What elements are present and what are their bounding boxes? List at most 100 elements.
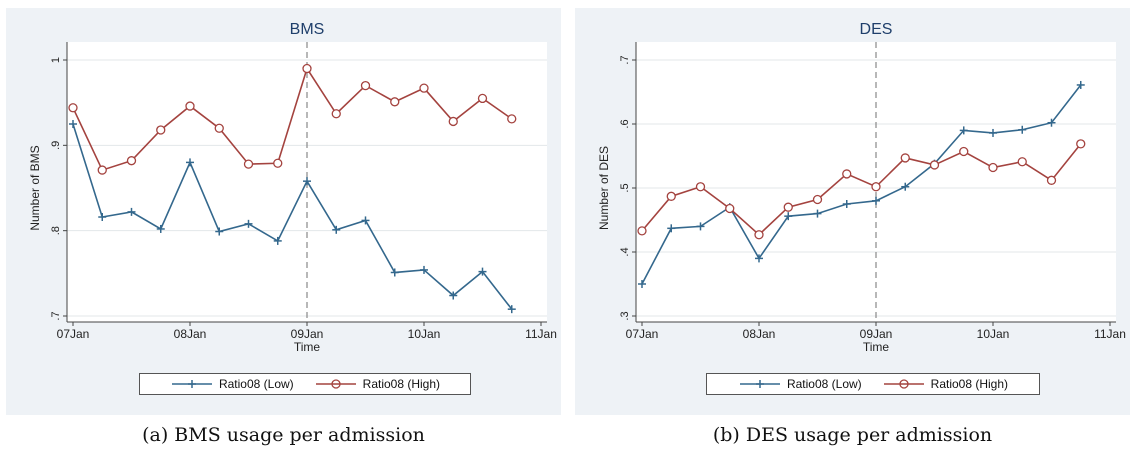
data-point-plus [449, 291, 458, 300]
legend-label-high: Ratio08 (High) [930, 377, 1009, 391]
data-point-plus [1018, 125, 1027, 134]
x-tick-label: 08Jan [174, 327, 207, 341]
data-point-circle [1017, 157, 1027, 167]
chart-panel-bms: .7 .8 .9 1 07Jan 08Jan 09Jan 10Jan 11Jan Time Numb… [6, 8, 561, 415]
data-point-circle [68, 103, 78, 113]
data-point-plus [696, 222, 705, 231]
data-point-plus [872, 196, 880, 205]
legend-label-low: Ratio08 (Low) [218, 377, 294, 391]
data-point-circle [126, 156, 137, 166]
data-point-circle [214, 123, 224, 133]
series-line-1 [72, 66, 513, 172]
data-point-circle [1046, 175, 1057, 185]
data-point-plus [156, 224, 165, 233]
legend-swatch-plus-icon [171, 380, 212, 388]
data-point-plus [813, 209, 822, 218]
data-point-circle [185, 101, 195, 111]
data-point-circle [929, 160, 940, 170]
data-point-circle [419, 83, 429, 93]
data-point-circle [302, 63, 312, 74]
data-point-plus [420, 265, 428, 274]
data-point-plus [959, 126, 968, 135]
data-point-plus [667, 224, 676, 233]
x-tick-label: 11Jan [525, 327, 557, 341]
data-point-circle [507, 114, 517, 124]
data-point-plus [244, 219, 253, 228]
x-tick-label: 07Jan [57, 327, 90, 341]
legend-swatch-plus-icon [739, 380, 780, 388]
data-point-plus [69, 120, 77, 128]
chart-panel-des: .3 .4 .5 .6 .7 07Jan 08Jan 09Jan 10Jan 11Jan Time N… [575, 8, 1130, 415]
data-point-circle [360, 80, 371, 91]
figure-caption-bms: (a) BMS usage per admission [142, 424, 425, 446]
x-axis-label: Time [294, 340, 321, 354]
data-point-plus [1076, 80, 1085, 89]
chart-title: BMS [290, 21, 325, 38]
data-point-plus [215, 227, 224, 236]
data-point-circle [988, 162, 998, 173]
y-axis-label: Number of DES [597, 146, 611, 230]
data-point-plus [332, 225, 341, 234]
legend-swatch-circle-icon [883, 379, 924, 389]
y-tick-label: .6 [619, 119, 631, 128]
legend-swatch-circle-icon [315, 379, 356, 389]
data-point-plus [273, 236, 282, 245]
y-tick-label: .3 [619, 311, 631, 320]
data-point-circle [477, 93, 488, 104]
legend-item-low: Ratio08 (Low) [738, 377, 862, 391]
data-point-plus [1047, 118, 1056, 127]
data-point-circle [812, 194, 823, 205]
data-point-plus [638, 280, 646, 288]
data-point-circle [331, 109, 341, 119]
figure-caption-des: (b) DES usage per admission [712, 424, 993, 446]
data-point-circle [695, 182, 706, 192]
data-point-plus [390, 268, 399, 277]
data-point-plus [127, 207, 136, 216]
data-point-plus [361, 216, 370, 225]
data-point-plus [507, 305, 516, 314]
x-tick-label: 11Jan [1094, 327, 1126, 341]
legend-label-high: Ratio08 (High) [362, 377, 441, 391]
data-point-plus [755, 254, 763, 263]
chart-svg-des: .3 .4 .5 .6 .7 07Jan 08Jan 09Jan 10Jan 11Jan Time N… [597, 21, 1126, 354]
data-point-circle [243, 159, 254, 169]
data-point-circle [1076, 139, 1086, 149]
legend-des: Ratio08 (Low) Ratio08 (High) [706, 373, 1040, 395]
data-point-plus [98, 213, 107, 222]
data-point-circle [725, 203, 735, 214]
x-axis-label: Time [863, 340, 890, 354]
chart-svg-bms: .7 .8 .9 1 07Jan 08Jan 09Jan 10Jan 11Jan Time Numb… [28, 21, 557, 354]
chart-title: DES [860, 21, 893, 38]
data-point-circle [666, 191, 676, 201]
y-tick-label: .9 [50, 141, 62, 150]
data-point-plus [478, 267, 487, 276]
data-point-plus [784, 212, 793, 221]
data-point-plus [186, 158, 194, 167]
y-tick-label: 1 [50, 57, 62, 63]
legend-item-low: Ratio08 (Low) [170, 377, 294, 391]
x-tick-label: 10Jan [408, 327, 441, 341]
y-tick-label: .7 [619, 55, 631, 64]
y-axis-label: Number of BMS [28, 145, 42, 230]
data-point-circle [900, 153, 910, 163]
data-point-circle [448, 116, 458, 127]
data-point-plus [989, 128, 997, 137]
legend-bms: Ratio08 (Low) Ratio08 (High) [139, 373, 471, 395]
data-point-circle [637, 226, 647, 236]
data-point-plus [901, 182, 910, 191]
data-point-circle [390, 97, 400, 107]
data-point-plus [842, 200, 851, 208]
x-tick-label: 07Jan [626, 327, 659, 341]
y-tick-label: .4 [619, 247, 631, 256]
data-point-plus [303, 177, 311, 186]
x-tick-label: 08Jan [743, 327, 776, 341]
series-line-1 [641, 143, 1082, 236]
y-tick-label: .8 [50, 226, 62, 235]
data-point-circle [97, 165, 107, 175]
data-point-circle [783, 202, 793, 212]
data-point-circle [871, 182, 881, 192]
y-tick-label: .7 [50, 311, 62, 320]
data-point-circle [842, 169, 852, 179]
legend-label-low: Ratio08 (Low) [786, 377, 862, 391]
legend-item-high: Ratio08 (High) [882, 377, 1008, 391]
